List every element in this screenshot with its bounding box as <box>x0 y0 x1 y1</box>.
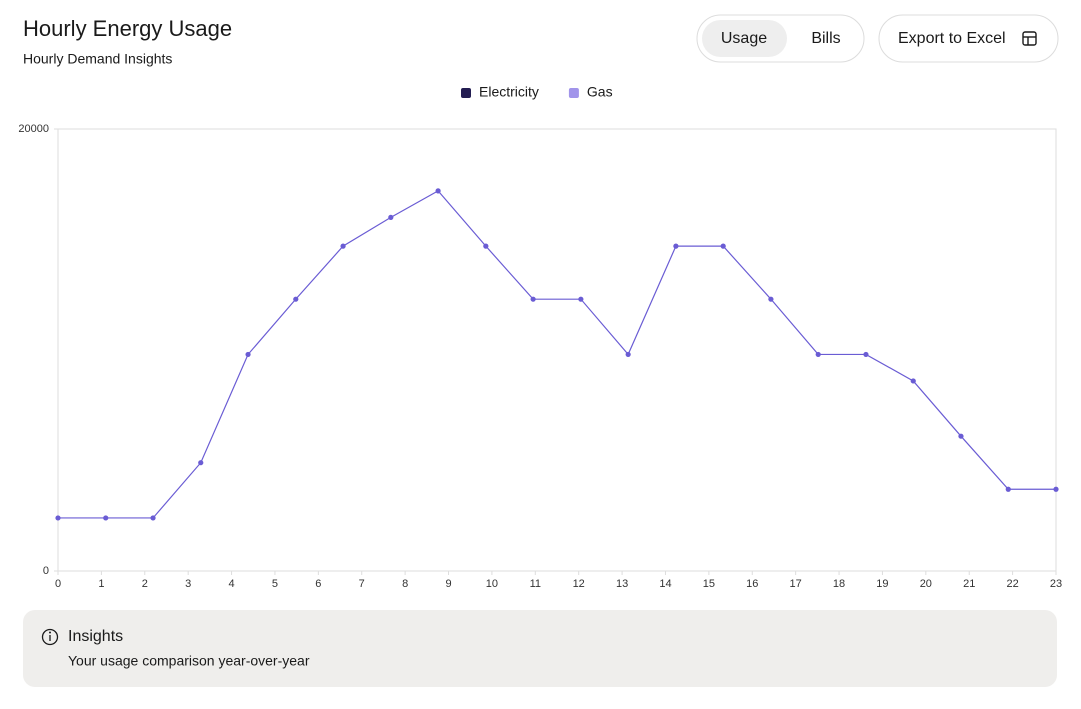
x-tick-label: 5 <box>272 578 278 590</box>
x-tick-label: 14 <box>659 578 671 590</box>
x-tick-label: 16 <box>746 578 758 590</box>
subtitle: Hourly Demand Insights <box>23 51 172 67</box>
point <box>910 378 916 384</box>
x-tick-label: 1 <box>98 578 104 590</box>
point <box>815 351 821 358</box>
point <box>340 243 346 249</box>
legend-label: Gas <box>587 84 613 100</box>
x-tick-label: 12 <box>573 578 585 590</box>
info-icon <box>41 628 59 646</box>
plot-frame <box>57 128 1057 572</box>
x-tick-label: 10 <box>486 578 498 590</box>
x-tick-label: 13 <box>616 578 628 590</box>
point <box>673 243 679 249</box>
x-tick-label: 3 <box>185 578 191 590</box>
point <box>863 351 869 358</box>
x-tick-label: 20 <box>920 578 932 590</box>
x-tick-label: 17 <box>790 578 802 590</box>
point <box>245 351 251 358</box>
export-button[interactable] <box>878 14 1059 63</box>
x-tick-label: 23 <box>1050 578 1062 590</box>
point <box>1005 486 1011 492</box>
x-tick-label: 11 <box>530 578 541 590</box>
point <box>388 214 394 220</box>
x-tick-label: 19 <box>876 578 888 590</box>
line <box>58 190 1056 519</box>
toggle-usage[interactable]: Usage <box>721 30 767 47</box>
point <box>768 296 774 302</box>
insights-text: Your usage comparison year-over-year <box>68 653 310 669</box>
point <box>55 515 61 521</box>
point <box>720 243 726 249</box>
point <box>958 433 964 439</box>
info-dot <box>49 631 51 634</box>
insights-title: Insights <box>68 628 123 645</box>
point <box>1053 486 1059 492</box>
point <box>150 515 156 521</box>
x-tick-label: 6 <box>315 578 321 590</box>
x-tick-label: 8 <box>402 578 408 590</box>
x-tick-label: 0 <box>55 578 61 590</box>
point <box>483 243 489 249</box>
x-tick-label: 21 <box>963 578 975 590</box>
x-tick-label: 15 <box>703 578 715 590</box>
y-tick-label: 0 <box>43 565 49 577</box>
point <box>198 460 204 466</box>
x-tick-label: 4 <box>229 578 235 590</box>
legend-swatch <box>568 88 579 98</box>
export-label[interactable]: Export to Excel <box>898 30 1006 47</box>
insights-box <box>23 610 1057 687</box>
x-tick-label: 18 <box>833 578 845 590</box>
point <box>625 351 631 358</box>
toggle-bills[interactable]: Bills <box>811 30 840 47</box>
x-tick-label: 22 <box>1006 578 1018 590</box>
y-tick-label: 20000 <box>18 123 49 135</box>
x-tick-label: 7 <box>359 578 365 590</box>
point <box>435 188 441 194</box>
point <box>578 296 584 302</box>
legend-label: Electricity <box>479 84 539 100</box>
point <box>530 296 536 302</box>
x-tick-label: 9 <box>445 578 451 590</box>
legend-swatch <box>461 88 471 98</box>
excel-icon <box>1022 31 1037 46</box>
point <box>293 296 299 302</box>
title: Hourly Energy Usage <box>23 16 232 41</box>
x-tick-label: 2 <box>142 578 148 590</box>
point <box>103 515 109 521</box>
toggle-active-bg <box>702 20 787 57</box>
